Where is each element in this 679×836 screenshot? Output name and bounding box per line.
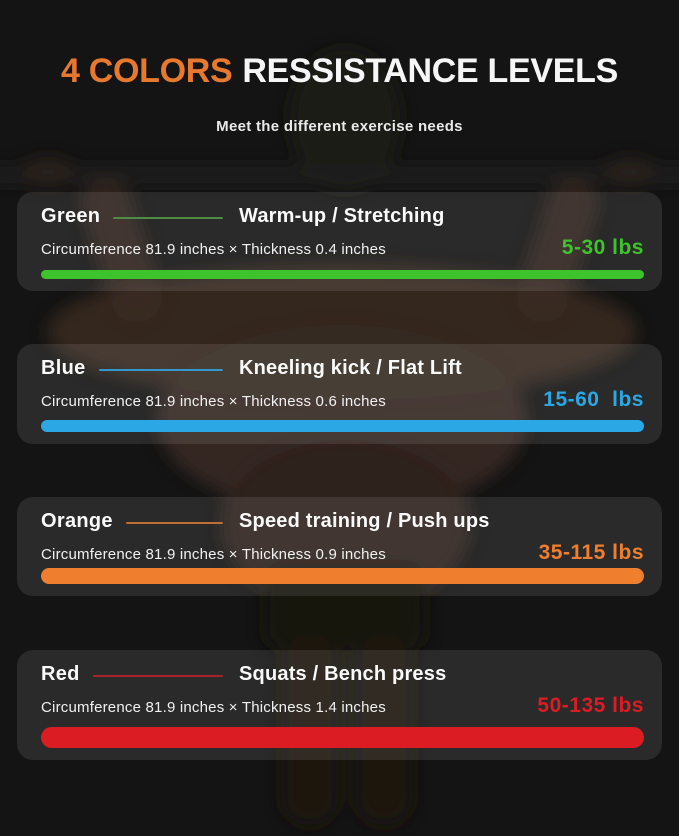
band-weight-range: 50-135 lbs	[537, 694, 644, 717]
band-head: Blue	[41, 357, 239, 380]
band-exercises: Kneeling kick / Flat Lift	[239, 357, 462, 379]
title-accent: 4 COLORS	[61, 52, 233, 90]
subtitle: Meet the different exercise needs	[216, 118, 463, 135]
band-connector-line	[113, 216, 223, 219]
band-bar	[41, 568, 644, 584]
band-connector-line	[98, 368, 223, 371]
band-connector-line	[92, 674, 223, 677]
band-name: Red	[41, 663, 80, 685]
band-spec: Circumference 81.9 inches × Thickness 1.…	[41, 699, 386, 716]
band-name: Orange	[41, 510, 113, 532]
band-card-blue: Blue Kneeling kick / Flat Lift Circumfer…	[17, 344, 662, 444]
band-exercises: Warm-up / Stretching	[239, 205, 445, 227]
band-head: Orange	[41, 510, 239, 533]
band-connector-line	[125, 521, 223, 524]
band-bar	[41, 270, 644, 279]
band-weight-range: 5-30 lbs	[561, 236, 644, 259]
band-spec: Circumference 81.9 inches × Thickness 0.…	[41, 546, 386, 563]
page-title: 4 COLORS RESSISTANCE LEVELS	[0, 52, 679, 91]
band-spec-row: Circumference 81.9 inches × Thickness 0.…	[41, 541, 644, 565]
band-bar	[41, 420, 644, 432]
band-spec-row: Circumference 81.9 inches × Thickness 0.…	[41, 236, 644, 260]
band-card-orange: Orange Speed training / Push ups Circumf…	[17, 497, 662, 596]
band-exercises: Speed training / Push ups	[239, 510, 490, 532]
band-spec: Circumference 81.9 inches × Thickness 0.…	[41, 393, 386, 410]
band-weight-range: 35-115 lbs	[538, 541, 644, 564]
band-title-row: Orange Speed training / Push ups	[41, 510, 644, 533]
band-spec-row: Circumference 81.9 inches × Thickness 1.…	[41, 694, 644, 718]
band-exercises: Squats / Bench press	[239, 663, 447, 685]
band-card-red: Red Squats / Bench press Circumference 8…	[17, 650, 662, 760]
band-bar	[41, 727, 644, 748]
band-title-row: Blue Kneeling kick / Flat Lift	[41, 357, 644, 380]
band-name: Green	[41, 205, 101, 227]
band-head: Green	[41, 205, 239, 228]
band-spec-row: Circumference 81.9 inches × Thickness 0.…	[41, 388, 644, 412]
band-spec: Circumference 81.9 inches × Thickness 0.…	[41, 241, 386, 258]
band-card-green: Green Warm-up / Stretching Circumference…	[17, 192, 662, 291]
title-rest: RESSISTANCE LEVELS	[242, 52, 618, 90]
band-name: Blue	[41, 357, 86, 379]
band-title-row: Red Squats / Bench press	[41, 663, 644, 686]
band-weight-range: 15-60 lbs	[543, 388, 644, 411]
band-title-row: Green Warm-up / Stretching	[41, 205, 644, 228]
band-head: Red	[41, 663, 239, 686]
header: 4 COLORS RESSISTANCE LEVELS Meet the diff…	[0, 52, 679, 135]
